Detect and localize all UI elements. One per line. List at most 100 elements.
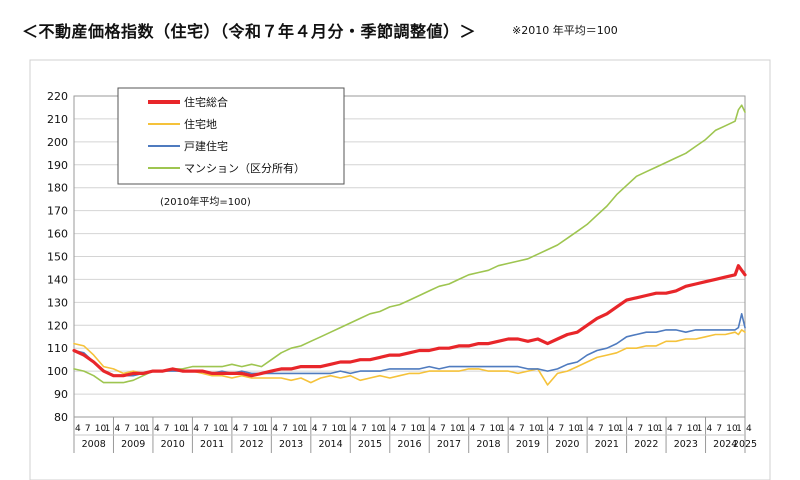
- x-month-tick-label: 1: [341, 424, 347, 434]
- x-month-tick-label: 4: [75, 424, 81, 434]
- x-month-tick-label: 7: [519, 424, 525, 434]
- x-month-tick-label: 4: [114, 424, 120, 434]
- x-month-tick-label: 4: [193, 424, 199, 434]
- y-tick-label: 150: [47, 251, 68, 264]
- x-year-label: 2009: [121, 439, 145, 450]
- x-month-tick-label: 10: [253, 424, 265, 434]
- x-month-tick-label: 1: [499, 424, 505, 434]
- y-tick-label: 200: [47, 136, 68, 149]
- y-tick-label: 190: [47, 159, 68, 172]
- y-tick-label: 180: [47, 182, 68, 195]
- chart-outer-frame: [29, 59, 771, 480]
- x-month-tick-label: 7: [440, 424, 446, 434]
- x-month-tick-label: 7: [480, 424, 486, 434]
- legend-label-3: 戸建住宅: [184, 139, 228, 153]
- x-month-tick-label: 1: [144, 424, 150, 434]
- x-month-tick-label: 10: [489, 424, 501, 434]
- x-month-tick-label: 7: [243, 424, 249, 434]
- x-month-tick-label: 1: [223, 424, 229, 434]
- x-month-tick-label: 10: [529, 424, 541, 434]
- x-month-tick-label: 10: [371, 424, 383, 434]
- x-month-tick-label: 7: [164, 424, 170, 434]
- page-title: ＜不動産価格指数（住宅）（令和７年４月分・季節調整値）＞: [22, 22, 477, 41]
- legend-label-2: 住宅地: [184, 117, 217, 131]
- plot-area-border: [73, 95, 746, 418]
- x-month-tick-label: 10: [450, 424, 462, 434]
- x-month-tick-label: 1: [460, 424, 466, 434]
- x-month-tick-label: 1: [618, 424, 624, 434]
- x-month-tick-label: 10: [213, 424, 225, 434]
- x-month-tick-label: 4: [707, 424, 713, 434]
- x-month-tick-label: 4: [667, 424, 673, 434]
- x-month-tick-label: 10: [647, 424, 659, 434]
- x-month-tick-label: 4: [351, 424, 357, 434]
- legend-label-1: 住宅総合: [184, 95, 228, 109]
- x-month-tick-label: 1: [578, 424, 584, 434]
- x-month-tick-label: 7: [637, 424, 643, 434]
- x-month-tick-label: 4: [233, 424, 239, 434]
- x-year-label: 2020: [555, 439, 579, 450]
- x-year-label: 2023: [674, 439, 698, 450]
- x-month-tick-label: 7: [124, 424, 130, 434]
- y-tick-label: 110: [47, 342, 68, 355]
- x-month-tick-label: 4: [470, 424, 476, 434]
- x-year-label: 2019: [516, 439, 540, 450]
- x-month-tick-label: 10: [292, 424, 304, 434]
- x-year-label: 2018: [476, 439, 500, 450]
- y-tick-label: 140: [47, 273, 68, 286]
- y-tick-label: 90: [54, 388, 68, 401]
- x-year-label: 2012: [240, 439, 264, 450]
- x-year-label: 2024: [713, 439, 737, 450]
- y-tick-label: 210: [47, 113, 68, 126]
- x-month-tick-label: 4: [430, 424, 436, 434]
- legend-label-4: マンション（区分所有）: [184, 161, 305, 175]
- x-month-tick-label: 7: [401, 424, 407, 434]
- x-month-tick-label: 10: [332, 424, 344, 434]
- y-tick-label: 100: [47, 365, 68, 378]
- x-month-tick-label: 1: [736, 424, 742, 434]
- x-month-tick-label: 1: [539, 424, 545, 434]
- x-month-tick-label: 1: [657, 424, 663, 434]
- x-month-tick-label: 7: [361, 424, 367, 434]
- x-month-tick-label: 1: [381, 424, 387, 434]
- x-year-label: 2008: [82, 439, 106, 450]
- series-line-1: [72, 264, 747, 378]
- x-month-tick-label: 7: [203, 424, 209, 434]
- y-tick-label: 160: [47, 228, 68, 241]
- x-month-tick-label: 4: [509, 424, 515, 434]
- x-month-tick-label: 7: [322, 424, 328, 434]
- x-month-tick-label: 10: [687, 424, 699, 434]
- chart-annotation: (2010年平均=100): [160, 195, 251, 208]
- x-month-tick-label: 10: [134, 424, 146, 434]
- x-month-tick-label: 10: [95, 424, 107, 434]
- y-tick-label: 220: [47, 90, 68, 103]
- x-month-tick-label: 4: [628, 424, 634, 434]
- x-month-tick-label: 4: [549, 424, 555, 434]
- series-line-3: [73, 313, 746, 377]
- x-month-tick-label: 4: [746, 424, 752, 434]
- axes: 8090100110120130140150160170180190200210…: [47, 90, 757, 453]
- series-lines: [72, 104, 747, 386]
- x-month-tick-label: 10: [568, 424, 580, 434]
- x-month-tick-label: 4: [588, 424, 594, 434]
- x-month-tick-label: 4: [391, 424, 397, 434]
- x-month-tick-label: 4: [154, 424, 160, 434]
- x-month-tick-label: 1: [262, 424, 268, 434]
- x-month-tick-label: 7: [559, 424, 565, 434]
- x-month-tick-label: 1: [697, 424, 703, 434]
- x-month-tick-label: 7: [598, 424, 604, 434]
- y-tick-label: 130: [47, 296, 68, 309]
- y-tick-label: 120: [47, 319, 68, 332]
- x-year-label: 2022: [634, 439, 658, 450]
- x-month-tick-label: 1: [105, 424, 111, 434]
- x-year-label: 2011: [200, 439, 224, 450]
- page-note: ※2010 年平均＝100: [512, 24, 618, 37]
- x-month-tick-label: 10: [608, 424, 620, 434]
- x-year-label: 2015: [358, 439, 382, 450]
- series-line-4: [73, 104, 746, 384]
- x-year-label: 2014: [318, 439, 342, 450]
- x-year-label: 2013: [279, 439, 303, 450]
- x-month-tick-label: 4: [272, 424, 278, 434]
